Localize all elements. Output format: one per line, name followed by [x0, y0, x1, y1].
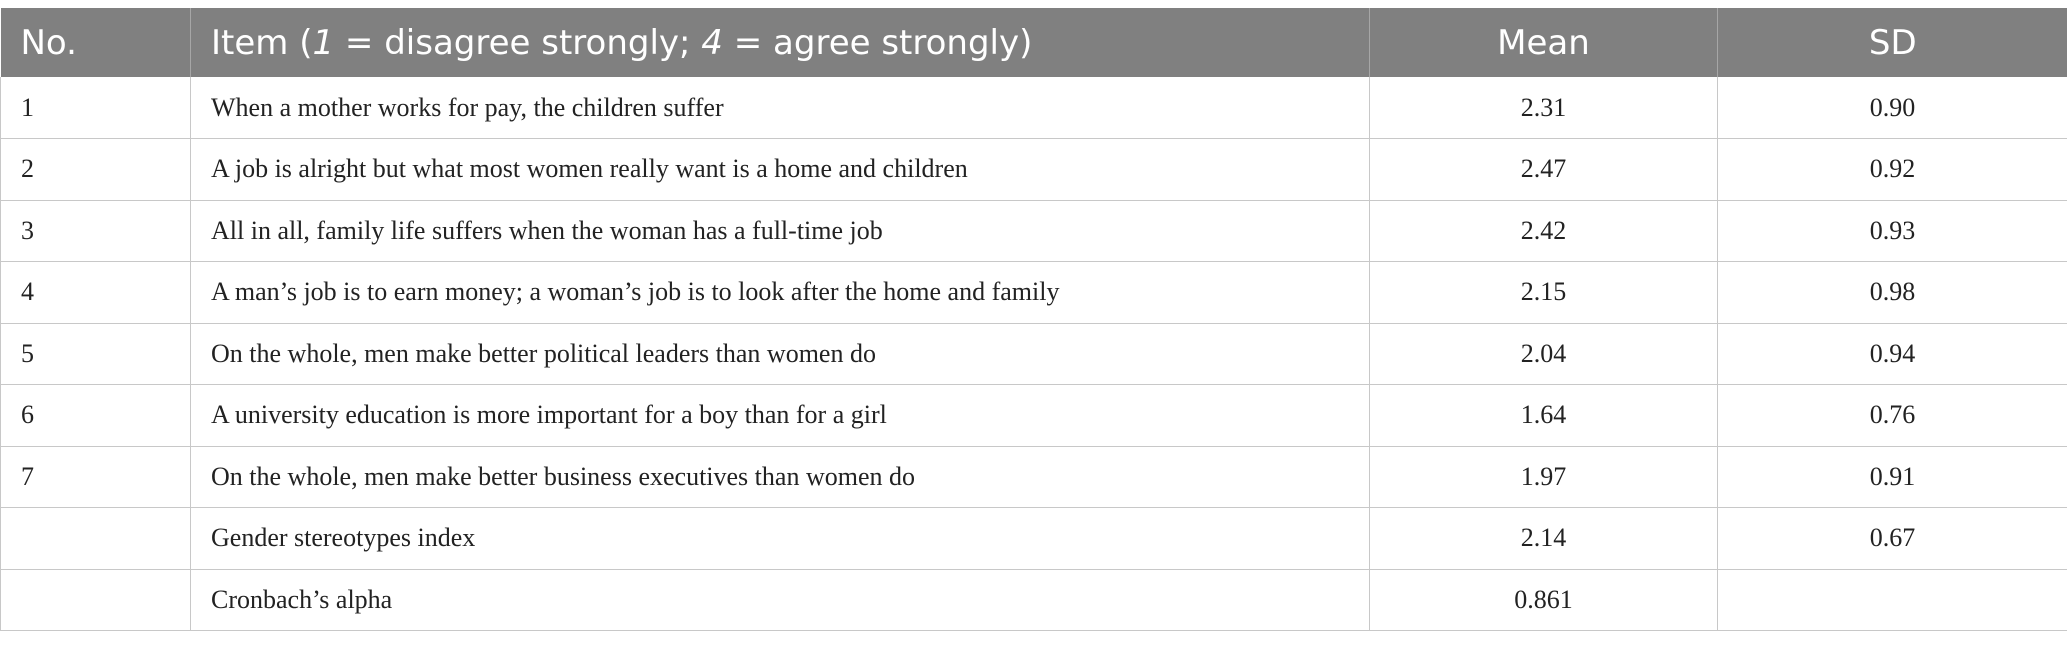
- header-sd: SD: [1868, 22, 1917, 63]
- cell-sd: 0.90: [1717, 77, 2067, 139]
- cell-sd: 0.67: [1717, 507, 2067, 570]
- data-table-container: No. Item (1 = disagree strongly; 4 = agr…: [0, 8, 2067, 631]
- table-row: Cronbach’s alpha 0.861: [0, 569, 2067, 631]
- table-row: 4 A man’s job is to earn money; a woman’…: [0, 261, 2067, 324]
- cell-item: Gender stereotypes index: [190, 507, 1370, 570]
- cell-mean: 2.15: [1369, 261, 1718, 324]
- cell-no: 3: [0, 200, 191, 262]
- cell-mean: 2.31: [1369, 77, 1718, 139]
- table-row: 5 On the whole, men make better politica…: [0, 323, 2067, 385]
- table-row: Gender stereotypes index 2.14 0.67: [0, 507, 2067, 570]
- cell-sd: 0.93: [1717, 200, 2067, 262]
- cell-item: A man’s job is to earn money; a woman’s …: [190, 261, 1370, 324]
- cell-item: On the whole, men make better business e…: [190, 446, 1370, 508]
- cell-no: 2: [0, 138, 191, 201]
- cell-sd: 0.91: [1717, 446, 2067, 508]
- table-body: 1 When a mother works for pay, the child…: [0, 77, 2067, 631]
- cell-item: Cronbach’s alpha: [190, 569, 1370, 631]
- table-row: 6 A university education is more importa…: [0, 384, 2067, 447]
- cell-no: 6: [0, 384, 191, 447]
- cell-sd: 0.94: [1717, 323, 2067, 385]
- cell-mean: 2.47: [1369, 138, 1718, 201]
- table-row: 2 A job is alright but what most women r…: [0, 138, 2067, 201]
- cell-sd: [1717, 569, 2067, 631]
- cell-mean: 2.14: [1369, 507, 1718, 570]
- cell-item: On the whole, men make better political …: [190, 323, 1370, 385]
- cell-no: [0, 507, 191, 570]
- cell-mean: 1.97: [1369, 446, 1718, 508]
- cell-no: [0, 569, 191, 631]
- cell-mean: 1.64: [1369, 384, 1718, 447]
- cell-no: 5: [0, 323, 191, 385]
- table-header: No. Item (1 = disagree strongly; 4 = agr…: [0, 8, 2067, 77]
- table-row: 1 When a mother works for pay, the child…: [0, 77, 2067, 139]
- cell-item: A university education is more important…: [190, 384, 1370, 447]
- cell-no: 7: [0, 446, 191, 508]
- header-item-suffix: = agree strongly): [722, 22, 1033, 63]
- gender-stereotypes-table: No. Item (1 = disagree strongly; 4 = agr…: [0, 8, 2067, 631]
- cell-mean: 2.04: [1369, 323, 1718, 385]
- header-item-prefix: Item (: [211, 22, 313, 63]
- header-item-scale-max: 4: [701, 22, 723, 63]
- cell-sd: 0.98: [1717, 261, 2067, 324]
- cell-item: All in all, family life suffers when the…: [190, 200, 1370, 262]
- cell-no: 1: [0, 77, 191, 139]
- header-item-mid: = disagree strongly;: [334, 22, 702, 63]
- header-item-scale-min: 1: [312, 22, 335, 63]
- header-row: No. Item (1 = disagree strongly; 4 = agr…: [0, 8, 2067, 77]
- table-row: 7 On the whole, men make better business…: [0, 446, 2067, 508]
- cell-sd: 0.76: [1717, 384, 2067, 447]
- header-item: Item (1 = disagree strongly; 4 = agree s…: [190, 8, 1370, 77]
- header-no: No.: [0, 8, 191, 77]
- cell-sd: 0.92: [1717, 138, 2067, 201]
- cell-mean: 2.42: [1369, 200, 1718, 262]
- cell-item: When a mother works for pay, the childre…: [190, 77, 1370, 139]
- cell-mean: 0.861: [1369, 569, 1718, 631]
- table-row: 3 All in all, family life suffers when t…: [0, 200, 2067, 262]
- cell-no: 4: [0, 261, 191, 324]
- cell-item: A job is alright but what most women rea…: [190, 138, 1370, 201]
- header-mean: Mean: [1369, 8, 1718, 77]
